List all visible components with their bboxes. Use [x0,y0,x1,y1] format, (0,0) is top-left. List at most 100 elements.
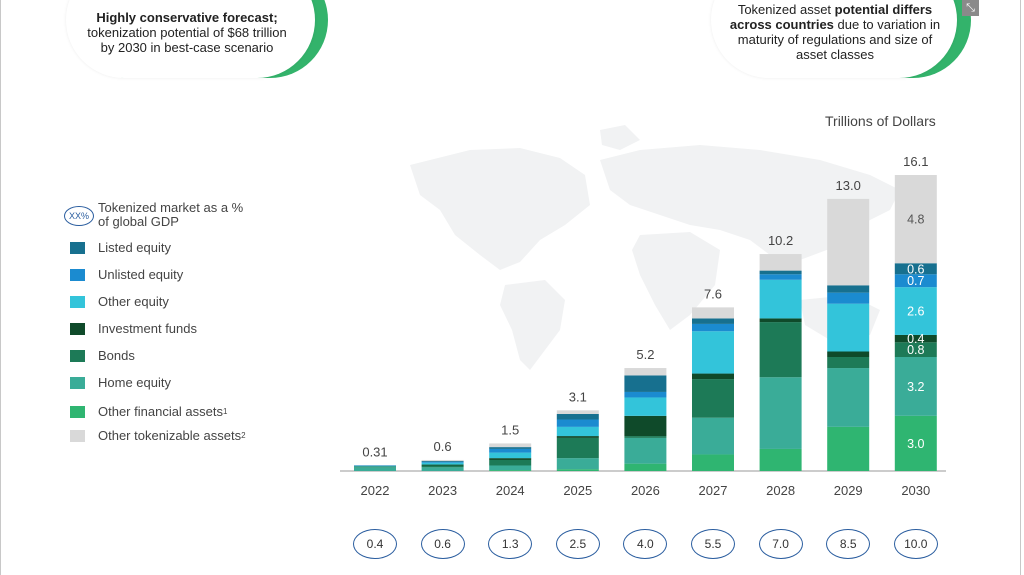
bar-segment-2027-home-equity [692,417,734,455]
legend-label: Unlisted equity [98,267,184,282]
legend-item-listed-equity: Listed equity [70,240,171,255]
bar-segment-2030-listed-equity [894,263,937,275]
gdp-percent-2024: 1.3 [488,529,533,559]
gdp-percent-2028: 7.0 [758,529,803,559]
bar-segment-2030-other-equity [894,287,937,335]
legend-label: Home equity [98,375,171,390]
total-label-2030: 16.1 [903,154,928,169]
bar-segment-2026-home-equity [624,437,667,464]
bar-segment-2024-unlisted-equity [489,448,532,453]
bar-segment-2022-bonds [354,466,396,468]
gdp-percent-2029: 8.5 [826,529,871,559]
bar-segment-2022-other-equity [354,465,396,467]
bar-segment-2026-listed-equity [624,375,667,392]
labels-group: 0.31 2022 0.6 2023 1.5 2024 3.1 2025 5.2 2026 7.6 2… [361,154,931,498]
x-tick-label-2028: 2028 [766,483,795,498]
bar-segment-2025-home-equity [556,458,599,470]
bar-segment-2024-listed-equity [489,447,532,449]
frame-left-border [0,0,1,575]
legend-swatch [70,349,85,362]
right-callout-text: Tokenized asset potential differs across… [728,2,942,62]
bar-segment-2030-investment-funds [894,334,937,343]
bar-segment-2030-other-financial-assets [894,415,937,471]
legend-swatch [70,268,85,281]
bar-segment-2029-investment-funds [827,351,870,358]
bar-segment-2025-other-financial-assets [556,469,599,471]
left-callout-text: Highly conservative forecast; tokenizati… [82,10,292,55]
legend-item-other-financial-assets: Other financial assets 1 [70,404,227,419]
bar-segment-2023-listed-equity [421,460,464,462]
bar-segment-2028-other-financial-assets [759,448,802,471]
legend-swatch [70,429,85,442]
bar-segment-2028-investment-funds [759,318,802,323]
x-tick-label-2029: 2029 [834,483,863,498]
bar-segment-2029-bonds [827,357,870,369]
bar-segment-2027-other-equity [692,331,734,374]
legend-swatch [70,405,85,418]
units-label: Trillions of Dollars [825,113,936,129]
bar-segment-2029-unlisted-equity [827,292,870,304]
legend-item-home-equity: Home equity [70,375,171,390]
total-label-2025: 3.1 [569,389,587,404]
x-tick-label-2030: 2030 [901,483,930,498]
bar-segment-2028-other-tokenizable-assets [759,254,802,271]
bar-segment-2023-unlisted-equity [421,461,464,463]
bar-segment-2030-home-equity [894,357,937,416]
legend-label: Bonds [98,348,135,363]
gdp-percent-2025: 2.5 [555,529,600,559]
legend-item-bonds: Bonds [70,348,135,363]
bar-segment-2023-investment-funds [421,464,464,466]
bar-segment-2028-bonds [759,322,802,378]
frame-right-border [1020,0,1021,575]
x-tick-label-2023: 2023 [428,483,457,498]
expand-icon[interactable]: ⤡ [962,0,979,16]
legend-item-unlisted-equity: Unlisted equity [70,267,183,282]
bar-segment-2026-unlisted-equity [624,391,667,398]
bar-segment-2025-other-equity [556,426,599,437]
segment-label-2030-listed-equity: 0.6 [907,262,924,276]
segment-label-2030-unlisted-equity: 0.7 [907,274,924,288]
bar-segment-2030-other-tokenizable-assets [894,175,937,264]
legend-label: Other financial assets [98,404,224,419]
right-callout-bold: potential differs across countries [729,2,933,32]
bar-segment-2024-home-equity [489,465,532,471]
bar-segment-2029-home-equity [827,368,870,427]
bar-segment-2027-bonds [692,379,734,418]
bar-segment-2024-investment-funds [489,458,532,460]
segment-label-2030-bonds: 0.8 [907,343,924,357]
bar-segment-2022-home-equity [354,467,396,471]
gdp-legend-label: Tokenized market as a % of global GDP [98,201,243,229]
bar-segment-2025-bonds [556,437,599,459]
bar-segment-2023-other-tokenizable-assets [421,459,464,461]
legend-footnote-marker: 1 [223,407,228,416]
bar-segment-2030-unlisted-equity [894,274,937,288]
segment-label-2030-other-tokenizable-assets: 4.8 [907,213,924,227]
legend-item-other-tokenizable-assets: Other tokenizable assets 2 [70,428,246,443]
bar-segment-2025-other-tokenizable-assets [556,410,599,415]
gdp-legend-line1: Tokenized market as a % [98,200,244,215]
bar-segment-2027-unlisted-equity [692,323,734,332]
legend-label: Listed equity [98,240,171,255]
total-label-2022: 0.31 [362,444,387,459]
bar-segment-2024-bonds [489,459,532,466]
legend-footnote-marker: 2 [241,431,246,440]
bar-segment-2027-investment-funds [692,373,734,380]
gdp-percent-2030: 10.0 [893,529,938,559]
segment-label-2030-other-equity: 2.6 [907,305,924,319]
bar-segment-2028-unlisted-equity [759,274,802,280]
bar-segment-2025-listed-equity [556,414,599,420]
legend-swatch [70,376,85,389]
bar-segment-2028-listed-equity [759,270,802,275]
bar-segment-2026-investment-funds [624,415,667,437]
total-label-2024: 1.5 [501,422,519,437]
x-tick-label-2026: 2026 [631,483,660,498]
bar-segment-2025-investment-funds [556,436,599,438]
left-callout-bubble [66,0,315,78]
right-callout-bubble [711,0,957,78]
bar-segment-2029-other-financial-assets [827,426,870,471]
legend-label: Investment funds [98,321,197,336]
bar-segment-2029-other-equity [827,303,870,352]
bars-group [354,175,937,471]
segment-label-2030-other-financial-assets: 3.0 [907,437,924,451]
